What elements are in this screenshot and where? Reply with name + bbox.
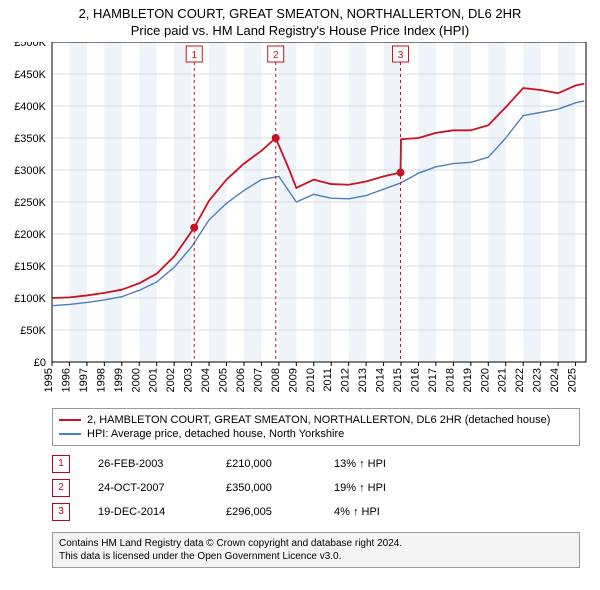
svg-text:£300K: £300K (14, 165, 46, 177)
transaction-price: £210,000 (226, 458, 306, 470)
footer-line-1: Contains HM Land Registry data © Crown c… (59, 537, 573, 550)
svg-text:2003: 2003 (183, 368, 195, 392)
svg-text:2004: 2004 (200, 368, 212, 392)
transactions-table: 1 26-FEB-2003 £210,000 13% ↑ HPI 2 24-OC… (52, 452, 580, 524)
transaction-diff: 13% ↑ HPI (334, 458, 414, 470)
svg-text:2019: 2019 (462, 368, 474, 392)
transaction-marker: 2 (52, 479, 70, 497)
svg-text:£400K: £400K (14, 101, 46, 113)
legend-swatch-property (59, 419, 81, 421)
svg-text:£500K: £500K (14, 42, 46, 49)
svg-text:2010: 2010 (305, 368, 317, 392)
transaction-marker: 3 (52, 503, 70, 521)
transaction-row: 1 26-FEB-2003 £210,000 13% ↑ HPI (52, 452, 580, 476)
title-line-2: Price paid vs. HM Land Registry's House … (0, 23, 600, 40)
chart-area: £0 £50K £100K £150K £200K £250K £300K £350K £400… (0, 42, 600, 404)
transaction-date: 26-FEB-2003 (98, 458, 198, 470)
svg-text:£450K: £450K (14, 69, 46, 81)
svg-text:1997: 1997 (78, 368, 90, 392)
svg-text:2016: 2016 (409, 368, 421, 392)
svg-text:2002: 2002 (165, 368, 177, 392)
legend-label-property: 2, HAMBLETON COURT, GREAT SMEATON, NORTH… (87, 414, 550, 426)
svg-text:2013: 2013 (357, 368, 369, 392)
svg-text:2012: 2012 (340, 368, 352, 392)
svg-text:1: 1 (191, 50, 197, 61)
transaction-row: 3 19-DEC-2014 £296,005 4% ↑ HPI (52, 500, 580, 524)
svg-text:2: 2 (273, 50, 279, 61)
svg-text:2000: 2000 (130, 368, 142, 392)
svg-text:£200K: £200K (14, 229, 46, 241)
svg-text:1996: 1996 (60, 368, 72, 392)
svg-text:£50K: £50K (20, 325, 46, 337)
svg-text:2011: 2011 (322, 368, 334, 392)
title-line-1: 2, HAMBLETON COURT, GREAT SMEATON, NORTH… (0, 6, 600, 23)
svg-text:2021: 2021 (497, 368, 509, 392)
svg-text:2007: 2007 (252, 368, 264, 392)
svg-text:2014: 2014 (375, 368, 387, 392)
svg-text:£100K: £100K (14, 293, 46, 305)
transaction-row: 2 24-OCT-2007 £350,000 19% ↑ HPI (52, 476, 580, 500)
svg-text:2017: 2017 (427, 368, 439, 392)
svg-text:1995: 1995 (43, 368, 55, 392)
licence-footer: Contains HM Land Registry data © Crown c… (52, 532, 580, 568)
svg-text:2025: 2025 (567, 368, 579, 392)
svg-text:2008: 2008 (270, 368, 282, 392)
svg-text:2005: 2005 (218, 368, 230, 392)
legend-item-property: 2, HAMBLETON COURT, GREAT SMEATON, NORTH… (59, 413, 573, 427)
svg-text:2015: 2015 (392, 368, 404, 392)
svg-text:2009: 2009 (287, 368, 299, 392)
transaction-diff: 4% ↑ HPI (334, 506, 414, 518)
svg-text:2006: 2006 (235, 368, 247, 392)
footer-line-2: This data is licensed under the Open Gov… (59, 550, 573, 563)
price-chart-svg: £0 £50K £100K £150K £200K £250K £300K £350K £400… (0, 42, 600, 404)
transaction-date: 19-DEC-2014 (98, 506, 198, 518)
svg-text:2020: 2020 (479, 368, 491, 392)
legend: 2, HAMBLETON COURT, GREAT SMEATON, NORTH… (52, 408, 580, 446)
svg-text:£350K: £350K (14, 133, 46, 145)
svg-text:£0: £0 (34, 357, 46, 369)
svg-text:2022: 2022 (514, 368, 526, 392)
svg-text:1998: 1998 (95, 368, 107, 392)
transaction-price: £350,000 (226, 482, 306, 494)
svg-text:2023: 2023 (532, 368, 544, 392)
svg-text:£250K: £250K (14, 197, 46, 209)
svg-text:£150K: £150K (14, 261, 46, 273)
transaction-date: 24-OCT-2007 (98, 482, 198, 494)
svg-text:2018: 2018 (444, 368, 456, 392)
transaction-price: £296,005 (226, 506, 306, 518)
svg-text:1999: 1999 (113, 368, 125, 392)
svg-text:2024: 2024 (549, 368, 561, 392)
transaction-marker: 1 (52, 455, 70, 473)
legend-label-hpi: HPI: Average price, detached house, Nort… (87, 428, 344, 440)
chart-title: 2, HAMBLETON COURT, GREAT SMEATON, NORTH… (0, 0, 600, 42)
legend-swatch-hpi (59, 433, 81, 435)
svg-text:2001: 2001 (148, 368, 160, 392)
svg-text:3: 3 (398, 50, 404, 61)
transaction-diff: 19% ↑ HPI (334, 482, 414, 494)
legend-item-hpi: HPI: Average price, detached house, Nort… (59, 427, 573, 441)
